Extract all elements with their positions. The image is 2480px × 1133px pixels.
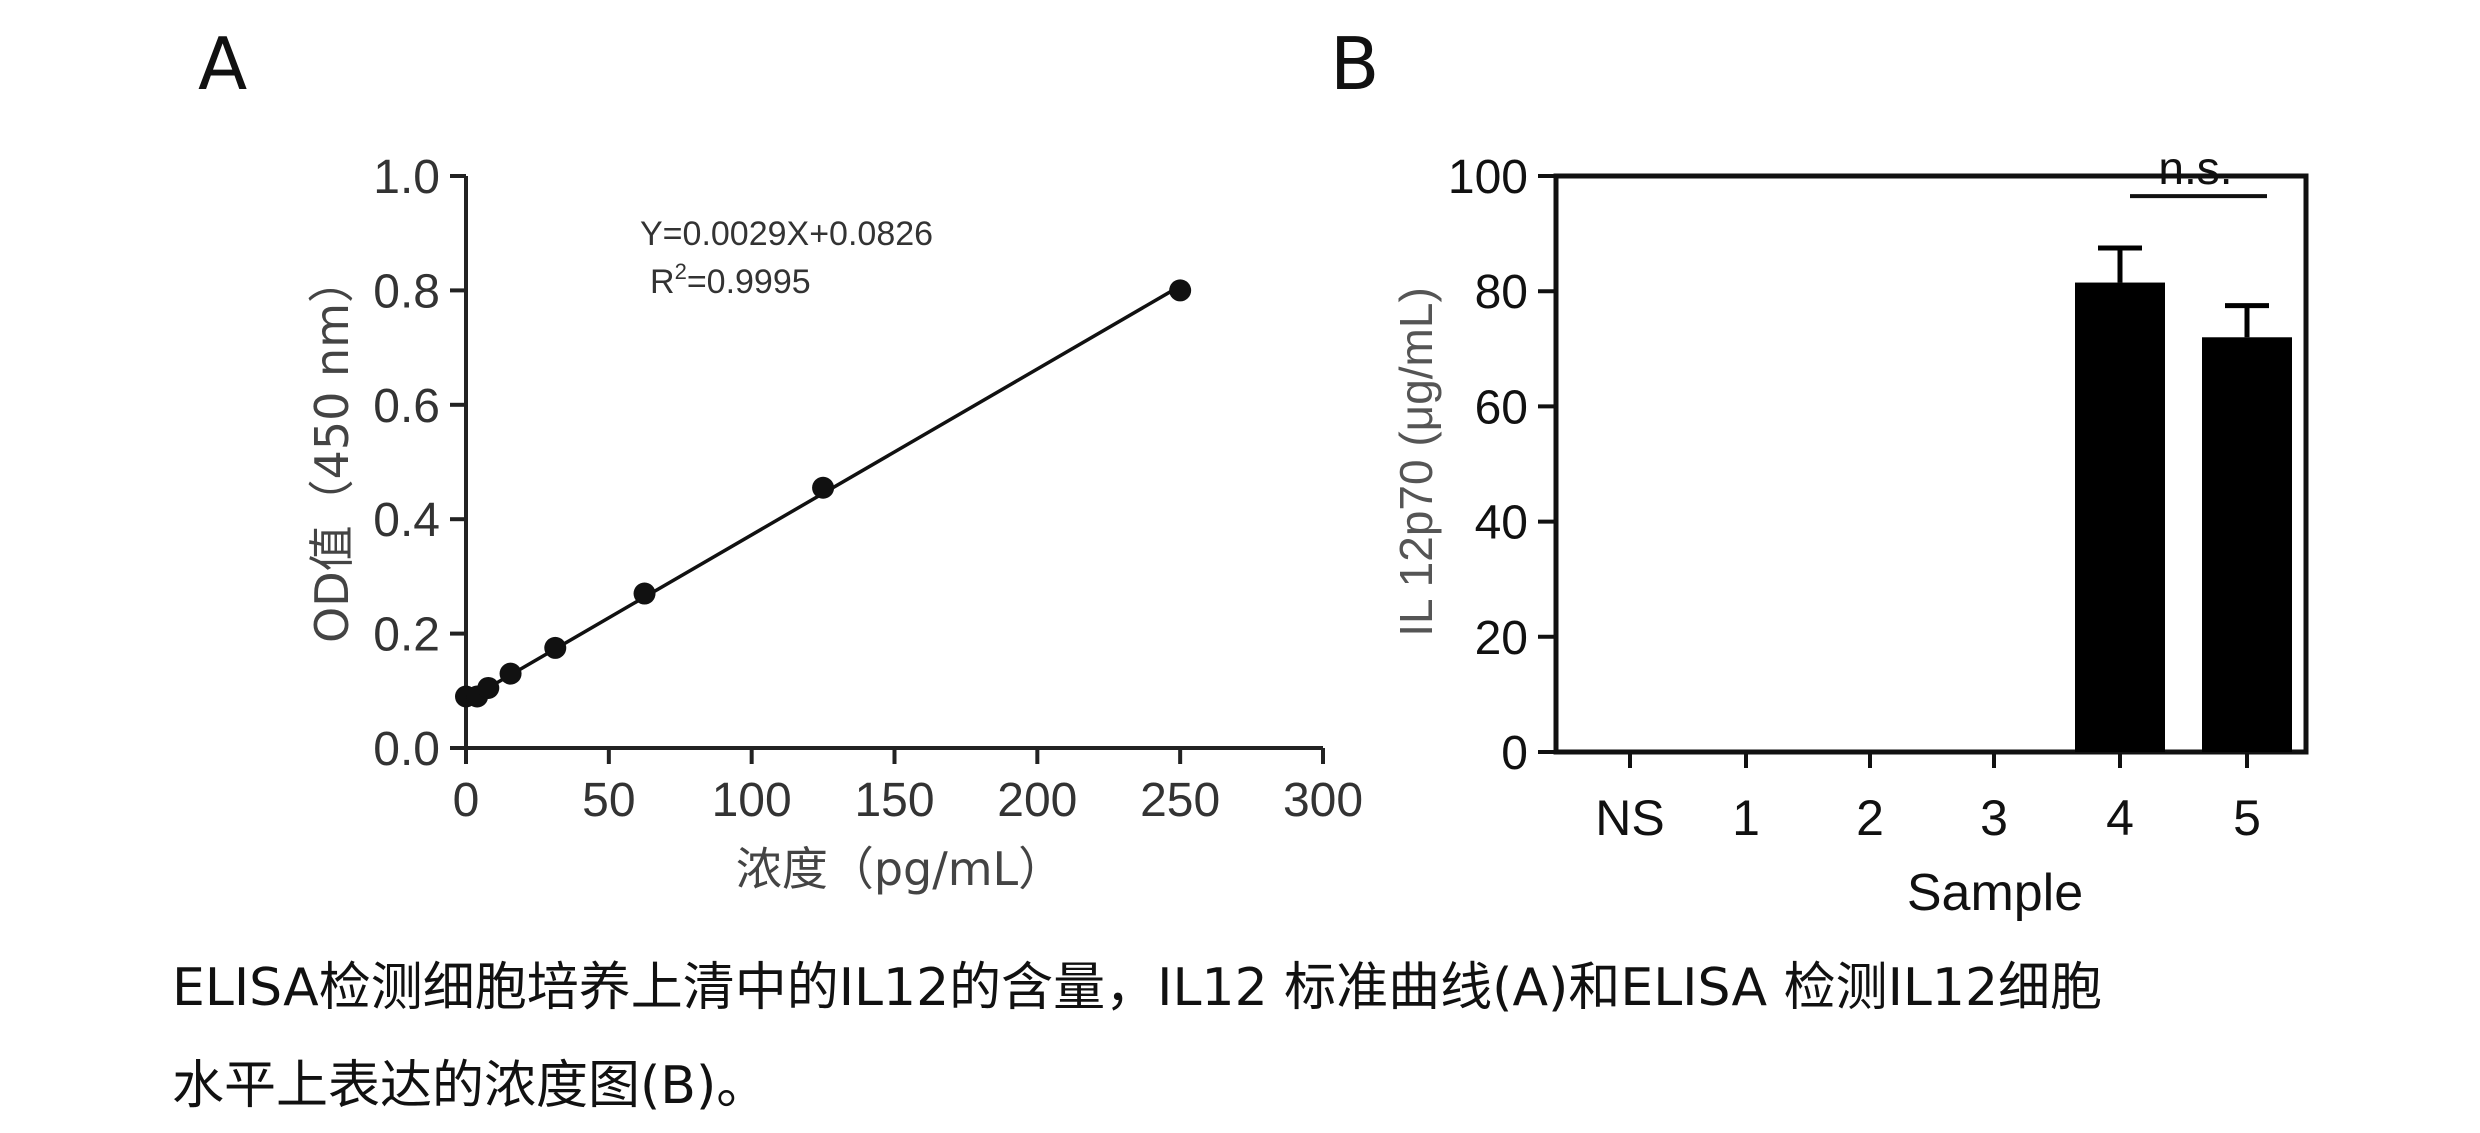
- r-squared-symbol: R: [650, 263, 675, 301]
- x-tick-label: 3: [1980, 790, 2008, 846]
- significance-label: n.s.: [2158, 142, 2232, 194]
- y-tick-label: 0.2: [373, 609, 440, 662]
- data-point: [499, 662, 522, 685]
- x-tick-label: 1: [1732, 790, 1760, 846]
- y-tick-label: 0.0: [373, 723, 440, 776]
- x-axis-label: 浓度（pg/mL）: [736, 842, 1064, 896]
- x-tick-label: 2: [1856, 790, 1884, 846]
- y-axis-label: OD值（450 nm）: [305, 257, 359, 643]
- y-tick-label: 1.0: [373, 151, 440, 204]
- r-squared-exponent: 2: [675, 259, 687, 284]
- x-tick-label: 300: [1283, 774, 1363, 827]
- standard-curve-chart: 0.0 0.2 0.4 0.6 0.8 1.0 0 50 100 150 200 250 300 Y=0.…: [305, 151, 1363, 896]
- x-tick-label: 250: [1140, 774, 1220, 827]
- plot-frame: [1553, 173, 2309, 755]
- data-point: [1169, 279, 1192, 302]
- data-point: [812, 476, 835, 499]
- caption-line-2: 水平上表达的浓度图(B)。: [172, 1056, 769, 1116]
- panel-b-letter: B: [1330, 22, 1380, 106]
- bar: [2075, 282, 2165, 752]
- x-tick-label: 50: [582, 774, 635, 827]
- data-point: [477, 676, 500, 699]
- equation-annotation: Y=0.0029X+0.0826: [640, 215, 933, 253]
- il12-bar-chart: 0 20 40 60 80 100 NS 1 2 3 4 5 n.s. Sample IL 12p70 (μ…: [1390, 142, 2309, 922]
- x-axis-label: Sample: [1907, 864, 2083, 922]
- x-tick-label: NS: [1595, 790, 1664, 846]
- r-squared-annotation: R2=0.9995: [650, 259, 811, 301]
- x-tick-label: 5: [2233, 790, 2261, 846]
- x-tick-label: 200: [997, 774, 1077, 827]
- panel-a-letter: A: [198, 22, 248, 106]
- data-point: [633, 582, 656, 605]
- x-tick-label: 150: [854, 774, 934, 827]
- x-tick-label: 4: [2106, 790, 2134, 846]
- y-tick-label: 0.6: [373, 380, 440, 433]
- y-tick-label: 60: [1475, 381, 1528, 434]
- y-axis-label: IL 12p70 (μg/mL): [1390, 287, 1442, 637]
- y-tick-label: 0.4: [373, 494, 440, 547]
- data-point: [544, 636, 567, 659]
- x-tick-label: 0: [453, 774, 480, 827]
- y-tick-label: 0: [1501, 727, 1528, 780]
- bar: [2202, 337, 2292, 752]
- y-tick-label: 20: [1475, 612, 1528, 665]
- x-tick-label: 100: [712, 774, 792, 827]
- y-tick-label: 80: [1475, 266, 1528, 319]
- r-squared-value: =0.9995: [687, 263, 811, 301]
- caption-line-1: ELISA检测细胞培养上清中的IL12的含量，IL12 标准曲线(A)和ELIS…: [172, 958, 2103, 1018]
- y-tick-label: 0.8: [373, 265, 440, 318]
- y-tick-label: 40: [1475, 497, 1528, 550]
- y-tick-label: 100: [1448, 151, 1528, 204]
